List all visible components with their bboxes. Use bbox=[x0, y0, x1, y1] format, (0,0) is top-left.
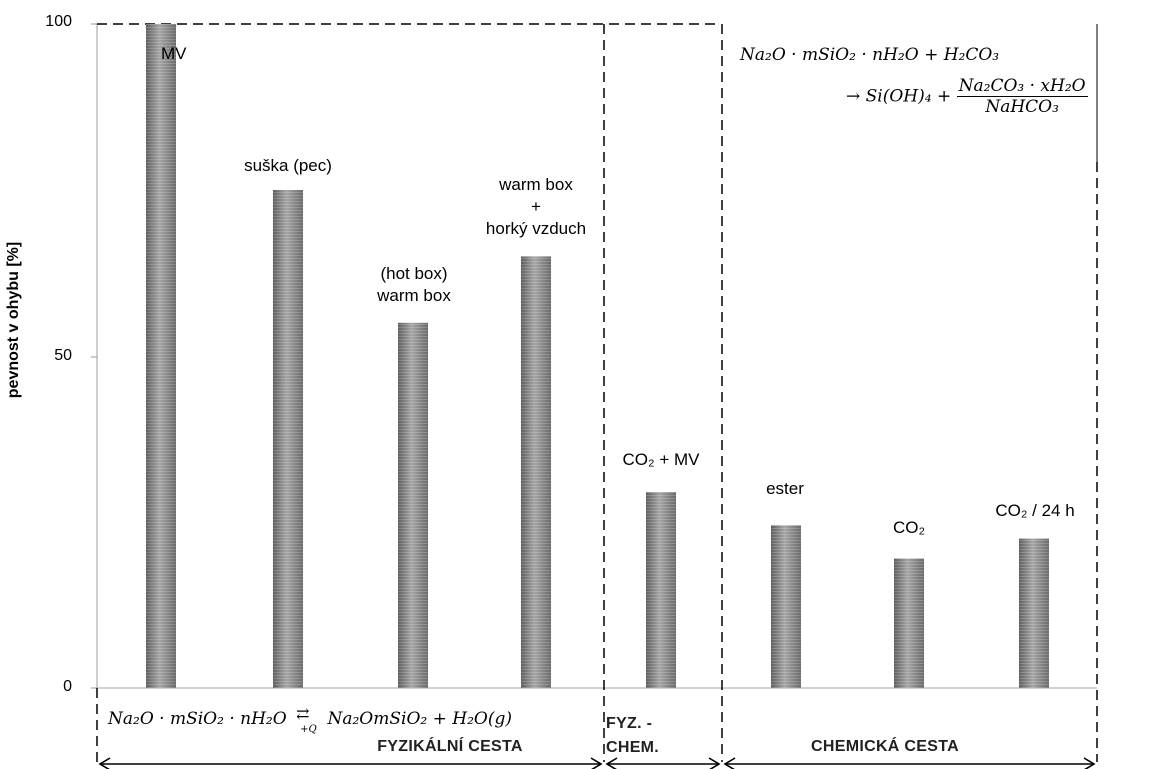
bar-texture-4 bbox=[646, 492, 676, 688]
equation-chemical-line1: Na₂O · mSiO₂ · nH₂O + H₂CO₃ bbox=[740, 45, 1000, 65]
bar-label-co2: CO₂ bbox=[892, 518, 926, 537]
bar-label-co2-mv: CO₂ + MV bbox=[622, 450, 700, 469]
y-tick-label-100: 100 bbox=[45, 13, 72, 30]
arrow-physchem bbox=[605, 757, 721, 769]
bar-label-co2-24h: CO₂ / 24 h bbox=[995, 501, 1075, 520]
equation-physical: Na₂O · mSiO₂ · nH₂O ⇄ +Q Na₂OmSiO₂ + H₂O… bbox=[108, 704, 512, 735]
section-chemical: CHEMICKÁ CESTA bbox=[811, 738, 959, 755]
bar-texture-0 bbox=[146, 24, 176, 688]
bar-texture-5 bbox=[771, 525, 801, 688]
bar-label-ester: ester bbox=[766, 479, 804, 498]
section-physical: FYZIKÁLNÍ CESTA bbox=[377, 738, 523, 755]
y-axis-title-text: pevnost v ohybu [%] bbox=[5, 241, 22, 399]
section-physchem: FYZ. - CHEM. bbox=[606, 715, 660, 756]
y-tick-label-0: 0 bbox=[63, 678, 72, 695]
y-tick-label-50: 50 bbox=[54, 347, 72, 364]
equilibrium-arrow-icon: ⇄ bbox=[296, 704, 310, 723]
bar-texture-3 bbox=[521, 256, 551, 688]
arrow-chemical bbox=[723, 757, 1096, 769]
bar-texture-2 bbox=[398, 322, 428, 688]
bar-label-mv: MV bbox=[161, 44, 187, 63]
bar-label-suska: suška (pec) bbox=[244, 156, 332, 175]
arrow-physical bbox=[98, 757, 603, 769]
bar-texture-1 bbox=[273, 190, 303, 688]
bar-label-hot-box: (hot box) warm box bbox=[377, 264, 451, 305]
bar-texture-7 bbox=[1019, 538, 1049, 688]
equation-chemical-line2: → Si(OH)₄ + Na₂CO₃ · xH₂O NaHCO₃ bbox=[846, 76, 1088, 117]
bar-texture-6 bbox=[894, 558, 924, 688]
bar-label-warm-box-hot-air: warm box + horký vzduch bbox=[485, 175, 587, 238]
